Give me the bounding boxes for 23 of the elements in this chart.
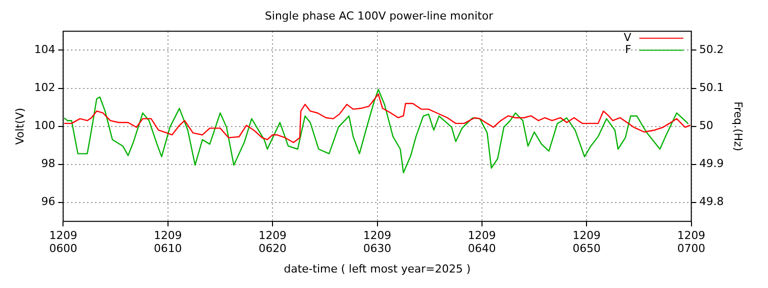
- x-tick-label: 1209 0600: [49, 228, 78, 256]
- x-tick-label: 1209 0630: [363, 228, 392, 256]
- y-tick-label: 98: [41, 157, 56, 170]
- x-tick-label: 1209 0620: [258, 228, 287, 256]
- x-tick-label: 1209 0650: [572, 228, 601, 256]
- y-axis-title: Volt(V): [13, 108, 26, 145]
- y-tick-label: 102: [34, 81, 56, 94]
- y-tick-label: 100: [34, 119, 56, 132]
- y2-axis-title: Freq.(Hz): [732, 101, 745, 152]
- y2-tick-label: 50.2: [699, 43, 724, 56]
- legend-label: F: [624, 43, 632, 56]
- y2-tick-label: 49.9: [699, 157, 724, 170]
- chart-title: Single phase AC 100V power-line monitor: [264, 9, 494, 22]
- y-tick-label: 104: [34, 43, 56, 56]
- x-tick-label: 1209 0640: [468, 228, 496, 256]
- x-tick-label: 1209 0700: [677, 228, 706, 256]
- x-tick-label: 1209 0610: [154, 228, 182, 256]
- y2-tick-label: 50: [699, 119, 714, 132]
- y2-tick-label: 50.1: [699, 81, 724, 94]
- legend-label: V: [624, 31, 632, 44]
- y-tick-label: 96: [41, 195, 56, 208]
- x-axis-title: date-time ( left most year=2025 ): [284, 262, 471, 276]
- y2-tick-label: 49.8: [699, 195, 724, 208]
